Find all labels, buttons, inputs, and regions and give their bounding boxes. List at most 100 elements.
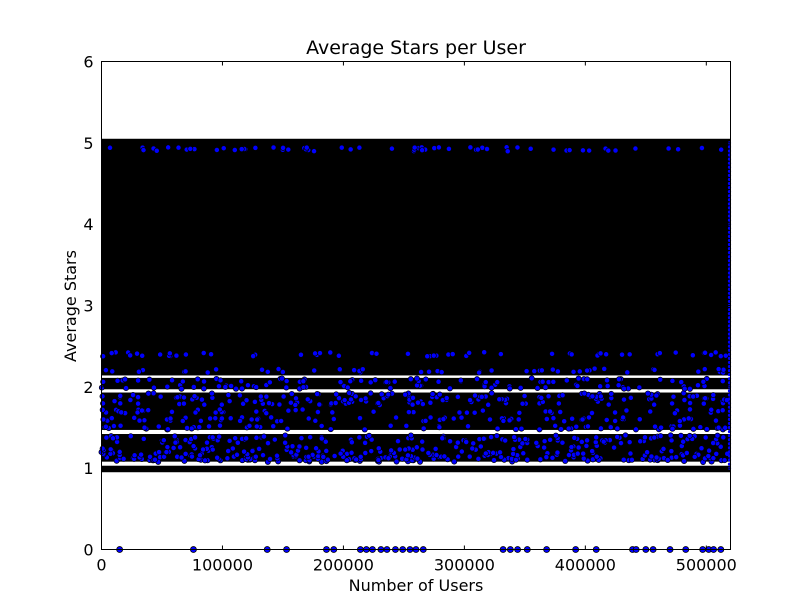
data-point [266,400,272,407]
x-tick-label: 500000 [676,556,737,575]
data-point [228,383,235,389]
data-point [409,401,416,408]
data-point [135,368,142,375]
data-point [344,384,351,391]
data-point [265,440,271,447]
data-point [314,391,321,397]
data-point [541,444,548,451]
data-point [651,434,658,441]
data-point [352,393,359,400]
data-point [627,394,634,401]
data-point [253,384,260,391]
data-point [636,384,643,391]
data-point [304,396,311,403]
data-point [681,385,688,392]
data-point [234,439,241,446]
data-point [687,406,693,413]
data-point [669,377,676,384]
y-axis-label: Average Stars [61,250,80,362]
data-point [114,377,121,384]
data-point [589,448,596,455]
data-point [440,416,447,423]
data-point [527,145,534,152]
data-point [191,393,198,400]
data-point [348,396,354,403]
data-point [414,455,421,462]
data-point [231,147,238,153]
data-point [330,416,337,423]
data-point [155,423,162,430]
data-point [351,367,358,374]
data-point [402,391,409,398]
data-point [485,401,492,408]
data-point [107,446,114,453]
data-point [620,456,627,463]
data-point [715,424,722,431]
data-point [571,434,578,441]
data-point [454,393,461,400]
data-point [579,416,586,423]
data-point [604,383,611,389]
data-point [190,384,197,390]
data-point [197,417,204,424]
data-point [722,424,729,431]
data-point [312,417,319,424]
data-point [213,146,220,153]
data-point [157,393,164,400]
data-point [178,454,185,461]
x-tick-label: 400000 [555,556,616,575]
data-point [347,378,354,385]
data-point [194,376,201,383]
data-point [298,435,305,442]
data-point [575,375,582,382]
data-point [547,408,553,415]
data-point [621,385,627,392]
data-point [169,408,175,415]
data-point [700,378,707,385]
data-point [465,423,471,430]
data-point [375,457,382,464]
data-point [585,414,592,421]
data-point [164,444,171,451]
data-point [361,426,368,433]
data-point [581,390,588,397]
data-point [229,445,236,452]
data-point [217,422,223,429]
x-axis-label: Number of Users [349,576,484,595]
data-point [214,454,221,461]
data-point [358,377,365,384]
data-point [312,350,319,357]
data-point [675,146,682,153]
data-point [179,378,186,385]
data-point [256,445,263,452]
data-point [457,377,464,384]
data-point [300,378,307,385]
data-point [208,390,215,397]
data-point [303,144,310,151]
data-point [703,426,710,433]
data-point [523,368,530,375]
data-point [670,393,677,400]
data-point [563,377,570,384]
data-point [263,393,270,400]
data-point [593,434,600,441]
data-point [607,424,614,431]
data-point [597,383,604,390]
data-point [488,384,495,391]
data-point [533,439,540,446]
data-point [436,424,443,431]
data-point [512,426,519,433]
data-point [280,144,287,151]
data-point [691,453,698,460]
data-point [644,390,651,397]
data-point [559,392,566,399]
data-point [702,349,708,356]
data-point [680,438,687,445]
data-point [719,407,726,414]
data-point [327,426,334,433]
data-point [172,439,179,446]
data-point [179,418,186,424]
data-point [516,409,523,416]
data-point [387,422,394,429]
data-point [494,425,501,432]
